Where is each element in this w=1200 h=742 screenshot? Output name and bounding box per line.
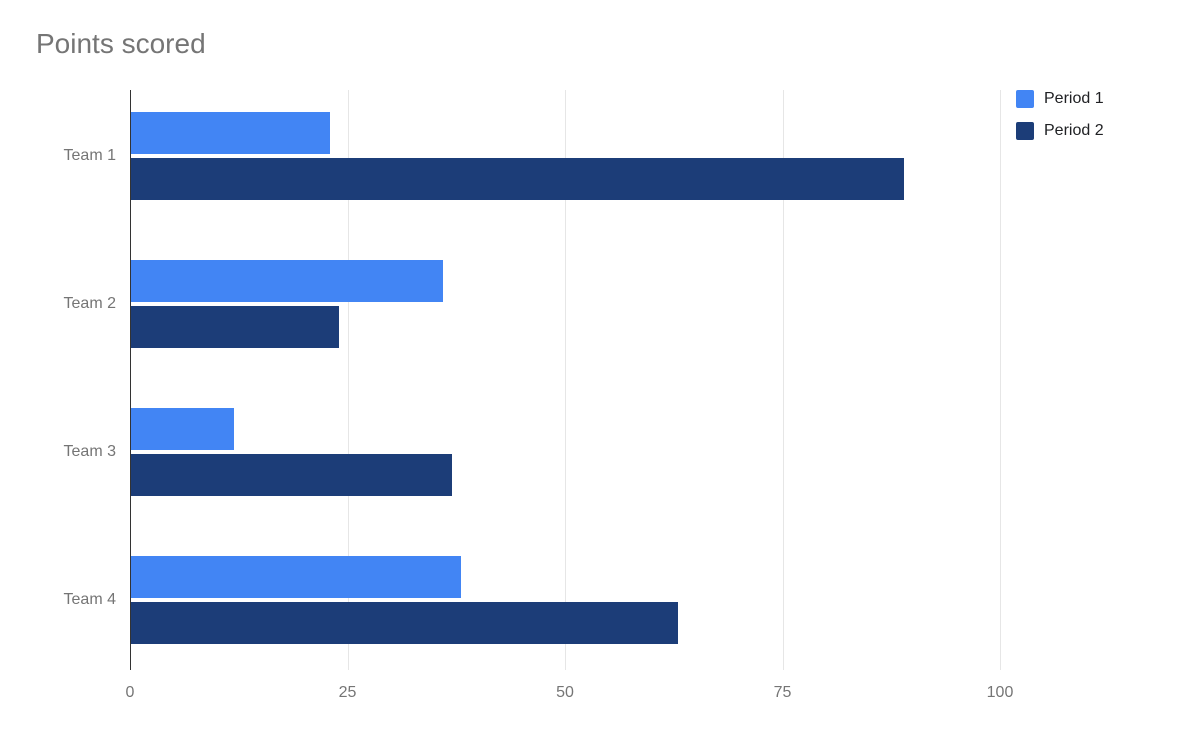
bar <box>130 112 330 154</box>
plot-area: 0255075100 <box>130 90 1000 670</box>
bar <box>130 556 461 598</box>
y-category-label: Team 3 <box>64 443 116 461</box>
bar <box>130 260 443 302</box>
x-tick-label: 75 <box>774 684 792 702</box>
legend-item[interactable]: Period 2 <box>1016 122 1104 140</box>
x-tick-label: 50 <box>556 684 574 702</box>
legend-swatch <box>1016 90 1034 108</box>
y-category-label: Team 1 <box>64 147 116 165</box>
y-axis-line <box>130 90 131 670</box>
y-category-label: Team 4 <box>64 591 116 609</box>
legend-label: Period 1 <box>1044 90 1104 108</box>
legend: Period 1 Period 2 <box>1016 90 1104 154</box>
x-tick-label: 100 <box>987 684 1014 702</box>
y-category-label: Team 2 <box>64 295 116 313</box>
legend-label: Period 2 <box>1044 122 1104 140</box>
bar <box>130 454 452 496</box>
chart-container: Points scored 0255075100 Period 1Period … <box>0 0 1200 742</box>
x-tick-label: 25 <box>339 684 357 702</box>
x-tick-label: 0 <box>126 684 135 702</box>
bar <box>130 158 904 200</box>
legend-swatch <box>1016 122 1034 140</box>
bar <box>130 408 234 450</box>
bar <box>130 306 339 348</box>
bar <box>130 602 678 644</box>
chart-title: Points scored <box>36 28 206 60</box>
legend-item[interactable]: Period 1 <box>1016 90 1104 108</box>
gridline <box>1000 90 1001 670</box>
